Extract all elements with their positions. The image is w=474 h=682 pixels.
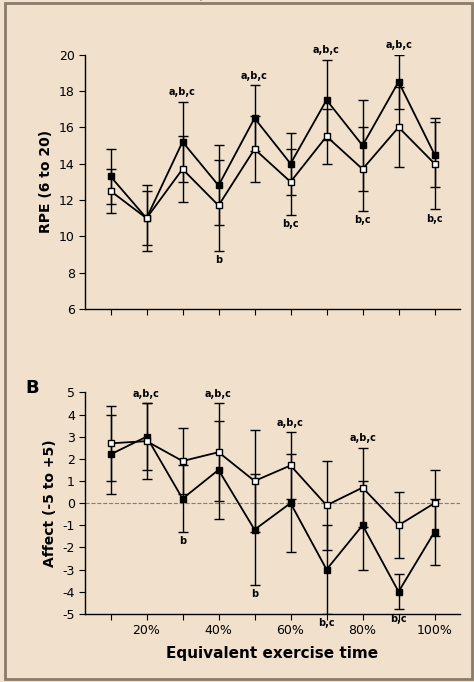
Text: a,b,c: a,b,c <box>133 389 160 399</box>
Text: a,b,c: a,b,c <box>385 40 412 50</box>
Text: b,c: b,c <box>426 213 443 224</box>
Text: a,b,c: a,b,c <box>169 87 196 98</box>
Text: b: b <box>251 589 258 599</box>
Text: b: b <box>179 536 186 546</box>
Legend: 60s/60s LV-HIIT, 30s/30s LV-HIIT: 60s/60s LV-HIIT, 30s/30s LV-HIIT <box>148 0 278 6</box>
X-axis label: Equivalent exercise time: Equivalent exercise time <box>166 646 379 661</box>
Y-axis label: Affect (-5 to +5): Affect (-5 to +5) <box>43 439 57 567</box>
Text: a,b,c: a,b,c <box>205 389 232 399</box>
Text: a,b,c: a,b,c <box>277 418 304 428</box>
Text: B: B <box>26 379 39 397</box>
Text: a,b,c: a,b,c <box>349 433 376 443</box>
Text: a,b,c: a,b,c <box>241 71 268 81</box>
Text: a,b,c: a,b,c <box>313 46 340 55</box>
Text: b,c: b,c <box>354 216 371 226</box>
Text: b,c: b,c <box>282 219 299 229</box>
Y-axis label: RPE (6 to 20): RPE (6 to 20) <box>39 130 54 233</box>
Text: b,c: b,c <box>318 618 335 628</box>
Text: b: b <box>215 256 222 265</box>
Text: b,c: b,c <box>390 614 407 624</box>
